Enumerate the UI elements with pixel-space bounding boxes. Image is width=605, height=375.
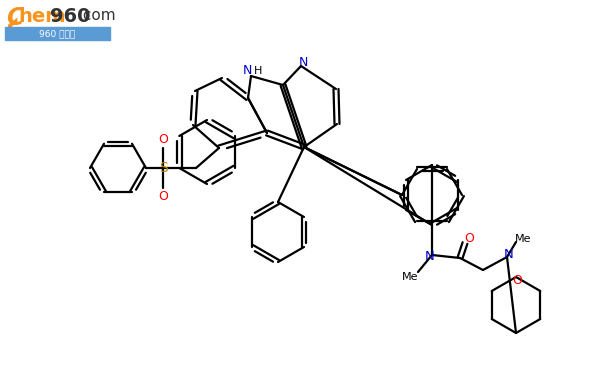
Text: S: S xyxy=(159,161,168,175)
Text: N: N xyxy=(298,56,308,69)
Text: O: O xyxy=(464,232,474,246)
Bar xyxy=(5,27,110,40)
Text: 960 化工网: 960 化工网 xyxy=(39,30,75,39)
Text: .com: .com xyxy=(78,8,116,23)
Text: O: O xyxy=(512,274,522,288)
Text: 960: 960 xyxy=(50,7,91,26)
Text: ‹: ‹ xyxy=(5,8,21,46)
Text: H: H xyxy=(254,66,262,76)
Text: N: N xyxy=(425,249,435,262)
Text: N: N xyxy=(243,64,252,78)
Text: Me: Me xyxy=(515,234,531,244)
Text: O: O xyxy=(158,133,168,146)
Text: hem: hem xyxy=(18,7,65,26)
Text: O: O xyxy=(158,190,168,203)
Text: N: N xyxy=(504,249,514,261)
Text: Me: Me xyxy=(402,272,418,282)
Text: C: C xyxy=(6,6,24,30)
